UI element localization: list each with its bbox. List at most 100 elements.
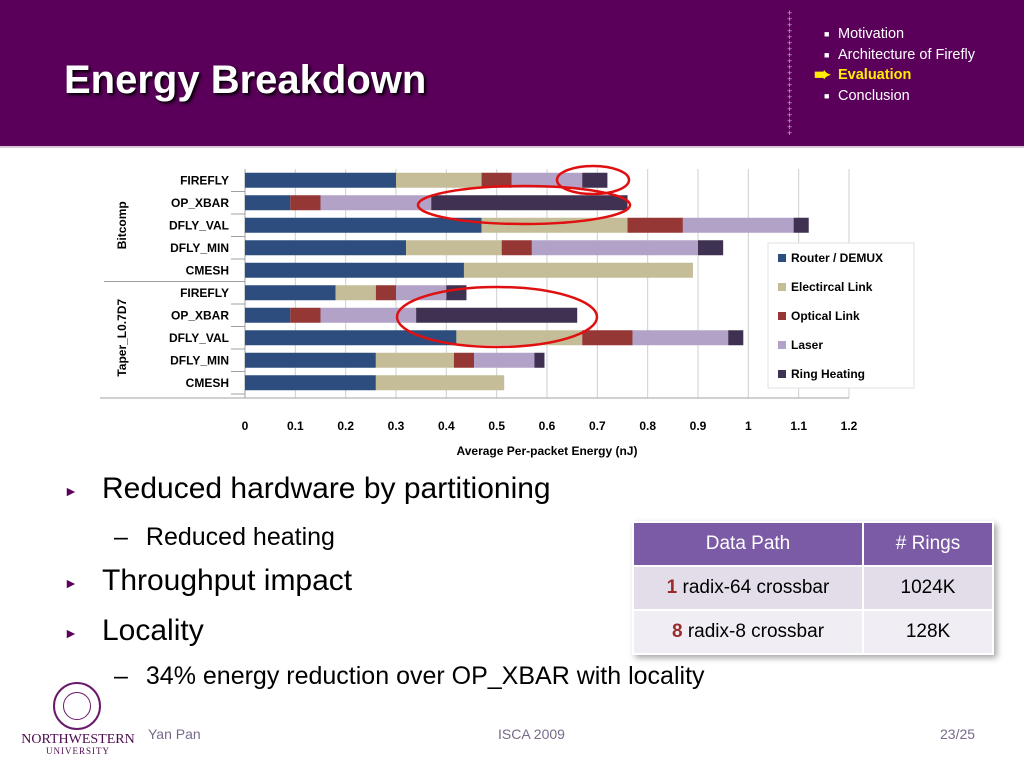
highlight-ellipse	[395, 285, 599, 349]
x-tick-label: 0	[242, 419, 249, 433]
y-category-label: DFLY_VAL	[169, 331, 229, 345]
legend-swatch	[778, 341, 786, 349]
group-label: Taper_L0.7D7	[115, 299, 129, 377]
triangle-bullet-icon: ►	[64, 483, 78, 499]
bar-segment	[396, 172, 482, 188]
highlight-ellipse	[416, 184, 632, 226]
legend-label: Laser	[791, 338, 823, 352]
x-tick-label: 1.2	[841, 419, 858, 433]
bar-segment	[698, 240, 724, 256]
x-tick-label: 0.8	[639, 419, 656, 433]
y-category-label: DFLY_MIN	[170, 241, 229, 255]
sub-bullet-item: – Reduced heating	[114, 523, 335, 551]
bar-segment	[245, 172, 396, 188]
table-row: 8 radix-8 crossbar 128K	[632, 609, 994, 655]
triangle-bullet-icon: ►	[64, 625, 78, 641]
triangle-bullet-icon: ►	[64, 575, 78, 591]
legend-label: Optical Link	[791, 309, 860, 323]
table-cell-path: 8 radix-8 crossbar	[632, 609, 864, 655]
bar-segment	[463, 262, 693, 278]
bar-segment	[245, 285, 336, 301]
table-header-rings: # Rings	[862, 521, 994, 567]
square-bullet-icon: ■	[824, 90, 830, 101]
legend-box	[767, 242, 915, 389]
bar-segment	[290, 307, 321, 323]
legend-swatch	[778, 312, 786, 320]
x-tick-label: 1.1	[790, 419, 807, 433]
bar-segment	[632, 330, 729, 346]
bar-segment	[456, 330, 583, 346]
y-category-label: CMESH	[186, 376, 229, 390]
legend-swatch	[778, 254, 786, 262]
bullet-item: ► Locality	[64, 614, 204, 647]
bar-segment	[245, 240, 407, 256]
header-divider	[0, 146, 1024, 148]
table-header-data-path: Data Path	[632, 521, 864, 567]
bar-segment	[375, 352, 454, 368]
bar-segment	[453, 352, 475, 368]
bar-segment	[481, 172, 512, 188]
bar-segment	[320, 195, 432, 211]
nav-item-evaluation[interactable]: ➨ Evaluation	[814, 64, 912, 86]
y-category-label: FIREFLY	[180, 286, 229, 300]
table-row: 1 radix-64 crossbar 1024K	[632, 565, 994, 611]
university-logo: NORTHWESTERN UNIVERSITY	[18, 682, 138, 758]
bar-segment	[320, 307, 417, 323]
x-tick-label: 0.5	[488, 419, 505, 433]
right-arrow-icon: ➨	[814, 64, 831, 86]
bar-segment	[793, 217, 809, 233]
footer-page-number: 23/25	[940, 726, 976, 742]
dotted-separator: + + + + + + + + + + + + + + + + + + + + +	[787, 10, 793, 135]
nav-item-motivation[interactable]: ■ Motivation	[824, 26, 905, 42]
y-category-label: CMESH	[186, 263, 229, 277]
sub-bullet-item: –34% energy reduction over OP_XBAR with …	[114, 662, 705, 690]
bar-segment	[245, 330, 457, 346]
slide-header	[0, 0, 1024, 146]
bar-segment	[245, 262, 464, 278]
highlight-ellipse	[555, 164, 631, 196]
bar-segment	[431, 195, 628, 211]
bullet-item: ► Throughput impact	[64, 564, 353, 597]
bar-segment	[682, 217, 794, 233]
x-tick-label: 0.3	[388, 419, 405, 433]
bar-segment	[375, 375, 505, 391]
bar-segment	[245, 195, 291, 211]
bar-segment	[245, 307, 291, 323]
legend-swatch	[778, 283, 786, 291]
x-tick-label: 0.9	[690, 419, 707, 433]
x-axis-label: Average Per-packet Energy (nJ)	[457, 444, 638, 458]
bar-segment	[582, 172, 608, 188]
footer-venue: ISCA 2009	[498, 726, 565, 742]
legend-swatch	[778, 370, 786, 378]
outline-nav: ■ Motivation ■ Architecture of Firefly ➨ Ev…	[814, 24, 975, 106]
legend-label: Electircal Link	[791, 280, 873, 294]
group-label: Bitcomp	[115, 201, 129, 249]
y-category-label: OP_XBAR	[171, 196, 229, 210]
nav-item-architecture[interactable]: ■ Architecture of Firefly	[824, 46, 975, 63]
legend-label: Router / DEMUX	[791, 251, 883, 265]
bar-segment	[290, 195, 321, 211]
square-bullet-icon: ■	[824, 49, 830, 60]
bar-segment	[335, 285, 376, 301]
bar-segment	[396, 285, 447, 301]
y-category-label: DFLY_MIN	[170, 353, 229, 367]
legend-label: Ring Heating	[791, 367, 865, 381]
bar-segment	[582, 330, 633, 346]
y-category-label: FIREFLY	[180, 173, 229, 187]
bar-segment	[501, 240, 532, 256]
y-category-label: DFLY_VAL	[169, 218, 229, 232]
nav-item-conclusion[interactable]: ■ Conclusion	[824, 87, 910, 104]
dash-bullet: –	[114, 662, 128, 690]
x-tick-label: 0.6	[539, 419, 556, 433]
rings-table: Data Path # Rings 1 radix-64 crossbar 10…	[632, 521, 994, 655]
table-cell-rings: 128K	[862, 609, 994, 655]
bar-segment	[375, 285, 396, 301]
university-seal-icon	[53, 682, 101, 730]
x-tick-label: 0.2	[337, 419, 354, 433]
slide-title: Energy Breakdown	[64, 58, 427, 102]
bar-segment	[416, 307, 578, 323]
y-category-label: OP_XBAR	[171, 308, 229, 322]
x-tick-label: 0.7	[589, 419, 606, 433]
bar-segment	[481, 217, 628, 233]
bar-segment	[534, 352, 545, 368]
